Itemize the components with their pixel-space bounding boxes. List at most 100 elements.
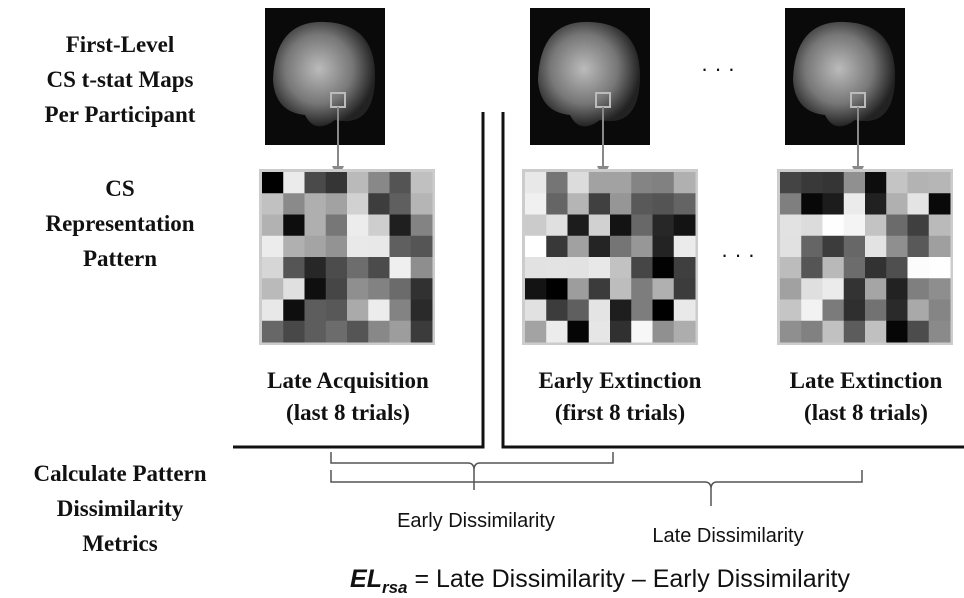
pattern-cell — [844, 236, 866, 258]
pattern-cell — [908, 257, 930, 279]
pattern-cell — [823, 215, 845, 237]
pattern-cell — [929, 236, 951, 258]
pattern-cell — [908, 278, 930, 300]
row-label: Calculate Pattern — [33, 461, 206, 486]
pattern-cell — [347, 193, 369, 215]
pattern-cell — [546, 321, 568, 343]
pattern-cell — [674, 300, 696, 322]
pattern-cell — [780, 278, 802, 300]
pattern-cell — [283, 278, 305, 300]
pattern-cell — [283, 172, 305, 194]
pattern-cell — [305, 193, 327, 215]
pattern-cell — [589, 278, 611, 300]
pattern-cell — [546, 257, 568, 279]
pattern-cell — [908, 300, 930, 322]
pattern-cell — [546, 236, 568, 258]
pattern-cell — [411, 257, 433, 279]
row-label: Per Participant — [45, 102, 196, 127]
pattern-cell — [326, 215, 348, 237]
pattern-cell — [568, 215, 590, 237]
pattern-cell — [886, 236, 908, 258]
pattern-cell — [368, 236, 390, 258]
pattern-cell — [886, 278, 908, 300]
pattern-cell — [653, 193, 675, 215]
pattern-cell — [610, 215, 632, 237]
pattern-cell — [653, 257, 675, 279]
pattern-cell — [844, 215, 866, 237]
pattern-cell — [262, 321, 284, 343]
pattern-cell — [525, 278, 547, 300]
pattern-cell — [347, 257, 369, 279]
pattern-cell — [568, 172, 590, 194]
pattern-cell — [390, 193, 412, 215]
patterns — [259, 169, 953, 345]
pattern-cell — [305, 172, 327, 194]
pattern-cell — [908, 321, 930, 343]
pattern-cell — [780, 257, 802, 279]
pattern-cell — [653, 278, 675, 300]
pattern-cell — [929, 215, 951, 237]
pattern-cell — [653, 236, 675, 258]
pattern-cell — [589, 193, 611, 215]
pattern-cell — [929, 300, 951, 322]
pattern-cell — [865, 300, 887, 322]
pattern-cell — [823, 236, 845, 258]
pattern-cell — [589, 321, 611, 343]
pattern-cell — [589, 300, 611, 322]
pattern-cell — [823, 172, 845, 194]
pattern-cell — [283, 193, 305, 215]
pattern-cell — [347, 215, 369, 237]
pattern-cell — [390, 321, 412, 343]
pattern-cell — [823, 193, 845, 215]
pattern-cell — [262, 193, 284, 215]
ellipsis: · · · — [721, 242, 755, 267]
pattern-cell — [929, 193, 951, 215]
pattern-cell — [865, 172, 887, 194]
pattern-cell — [674, 278, 696, 300]
pattern-cell — [262, 172, 284, 194]
pattern-cell — [546, 215, 568, 237]
pattern-cell — [908, 193, 930, 215]
pattern-cell — [929, 172, 951, 194]
condition-name: Late Acquisition — [267, 368, 429, 393]
row-label: CS — [105, 176, 134, 201]
pattern-cell — [390, 236, 412, 258]
pattern-cell — [610, 236, 632, 258]
pattern-cell — [368, 193, 390, 215]
pattern-cell — [525, 321, 547, 343]
pattern-cell — [865, 278, 887, 300]
pattern-cell — [674, 257, 696, 279]
pattern-cell — [865, 321, 887, 343]
pattern-cell — [801, 172, 823, 194]
pattern-cell — [631, 236, 653, 258]
pattern-cell — [525, 215, 547, 237]
pattern-cell — [865, 193, 887, 215]
pattern-cell — [844, 172, 866, 194]
pattern-cell — [610, 172, 632, 194]
brackets — [331, 452, 862, 506]
brains — [265, 8, 905, 178]
pattern-cell — [653, 215, 675, 237]
pattern-cell — [674, 236, 696, 258]
pattern-cell — [865, 236, 887, 258]
pattern-cell — [653, 300, 675, 322]
bracket — [331, 470, 862, 506]
pattern-cell — [886, 300, 908, 322]
pattern-cell — [390, 172, 412, 194]
pattern-cell — [326, 321, 348, 343]
pattern-cell — [347, 236, 369, 258]
pattern-cell — [326, 300, 348, 322]
pattern-cell — [674, 321, 696, 343]
pattern-cell — [568, 193, 590, 215]
pattern-cell — [886, 172, 908, 194]
pattern-cell — [589, 172, 611, 194]
pattern-cell — [844, 321, 866, 343]
pattern-cell — [823, 300, 845, 322]
pattern-cell — [368, 257, 390, 279]
pattern-cell — [908, 215, 930, 237]
condition-name: Early Extinction — [539, 368, 702, 393]
bracket-label: Late Dissimilarity — [652, 525, 803, 547]
formula-symbol: EL — [350, 565, 382, 593]
pattern-cell — [886, 257, 908, 279]
pattern-cell — [283, 215, 305, 237]
